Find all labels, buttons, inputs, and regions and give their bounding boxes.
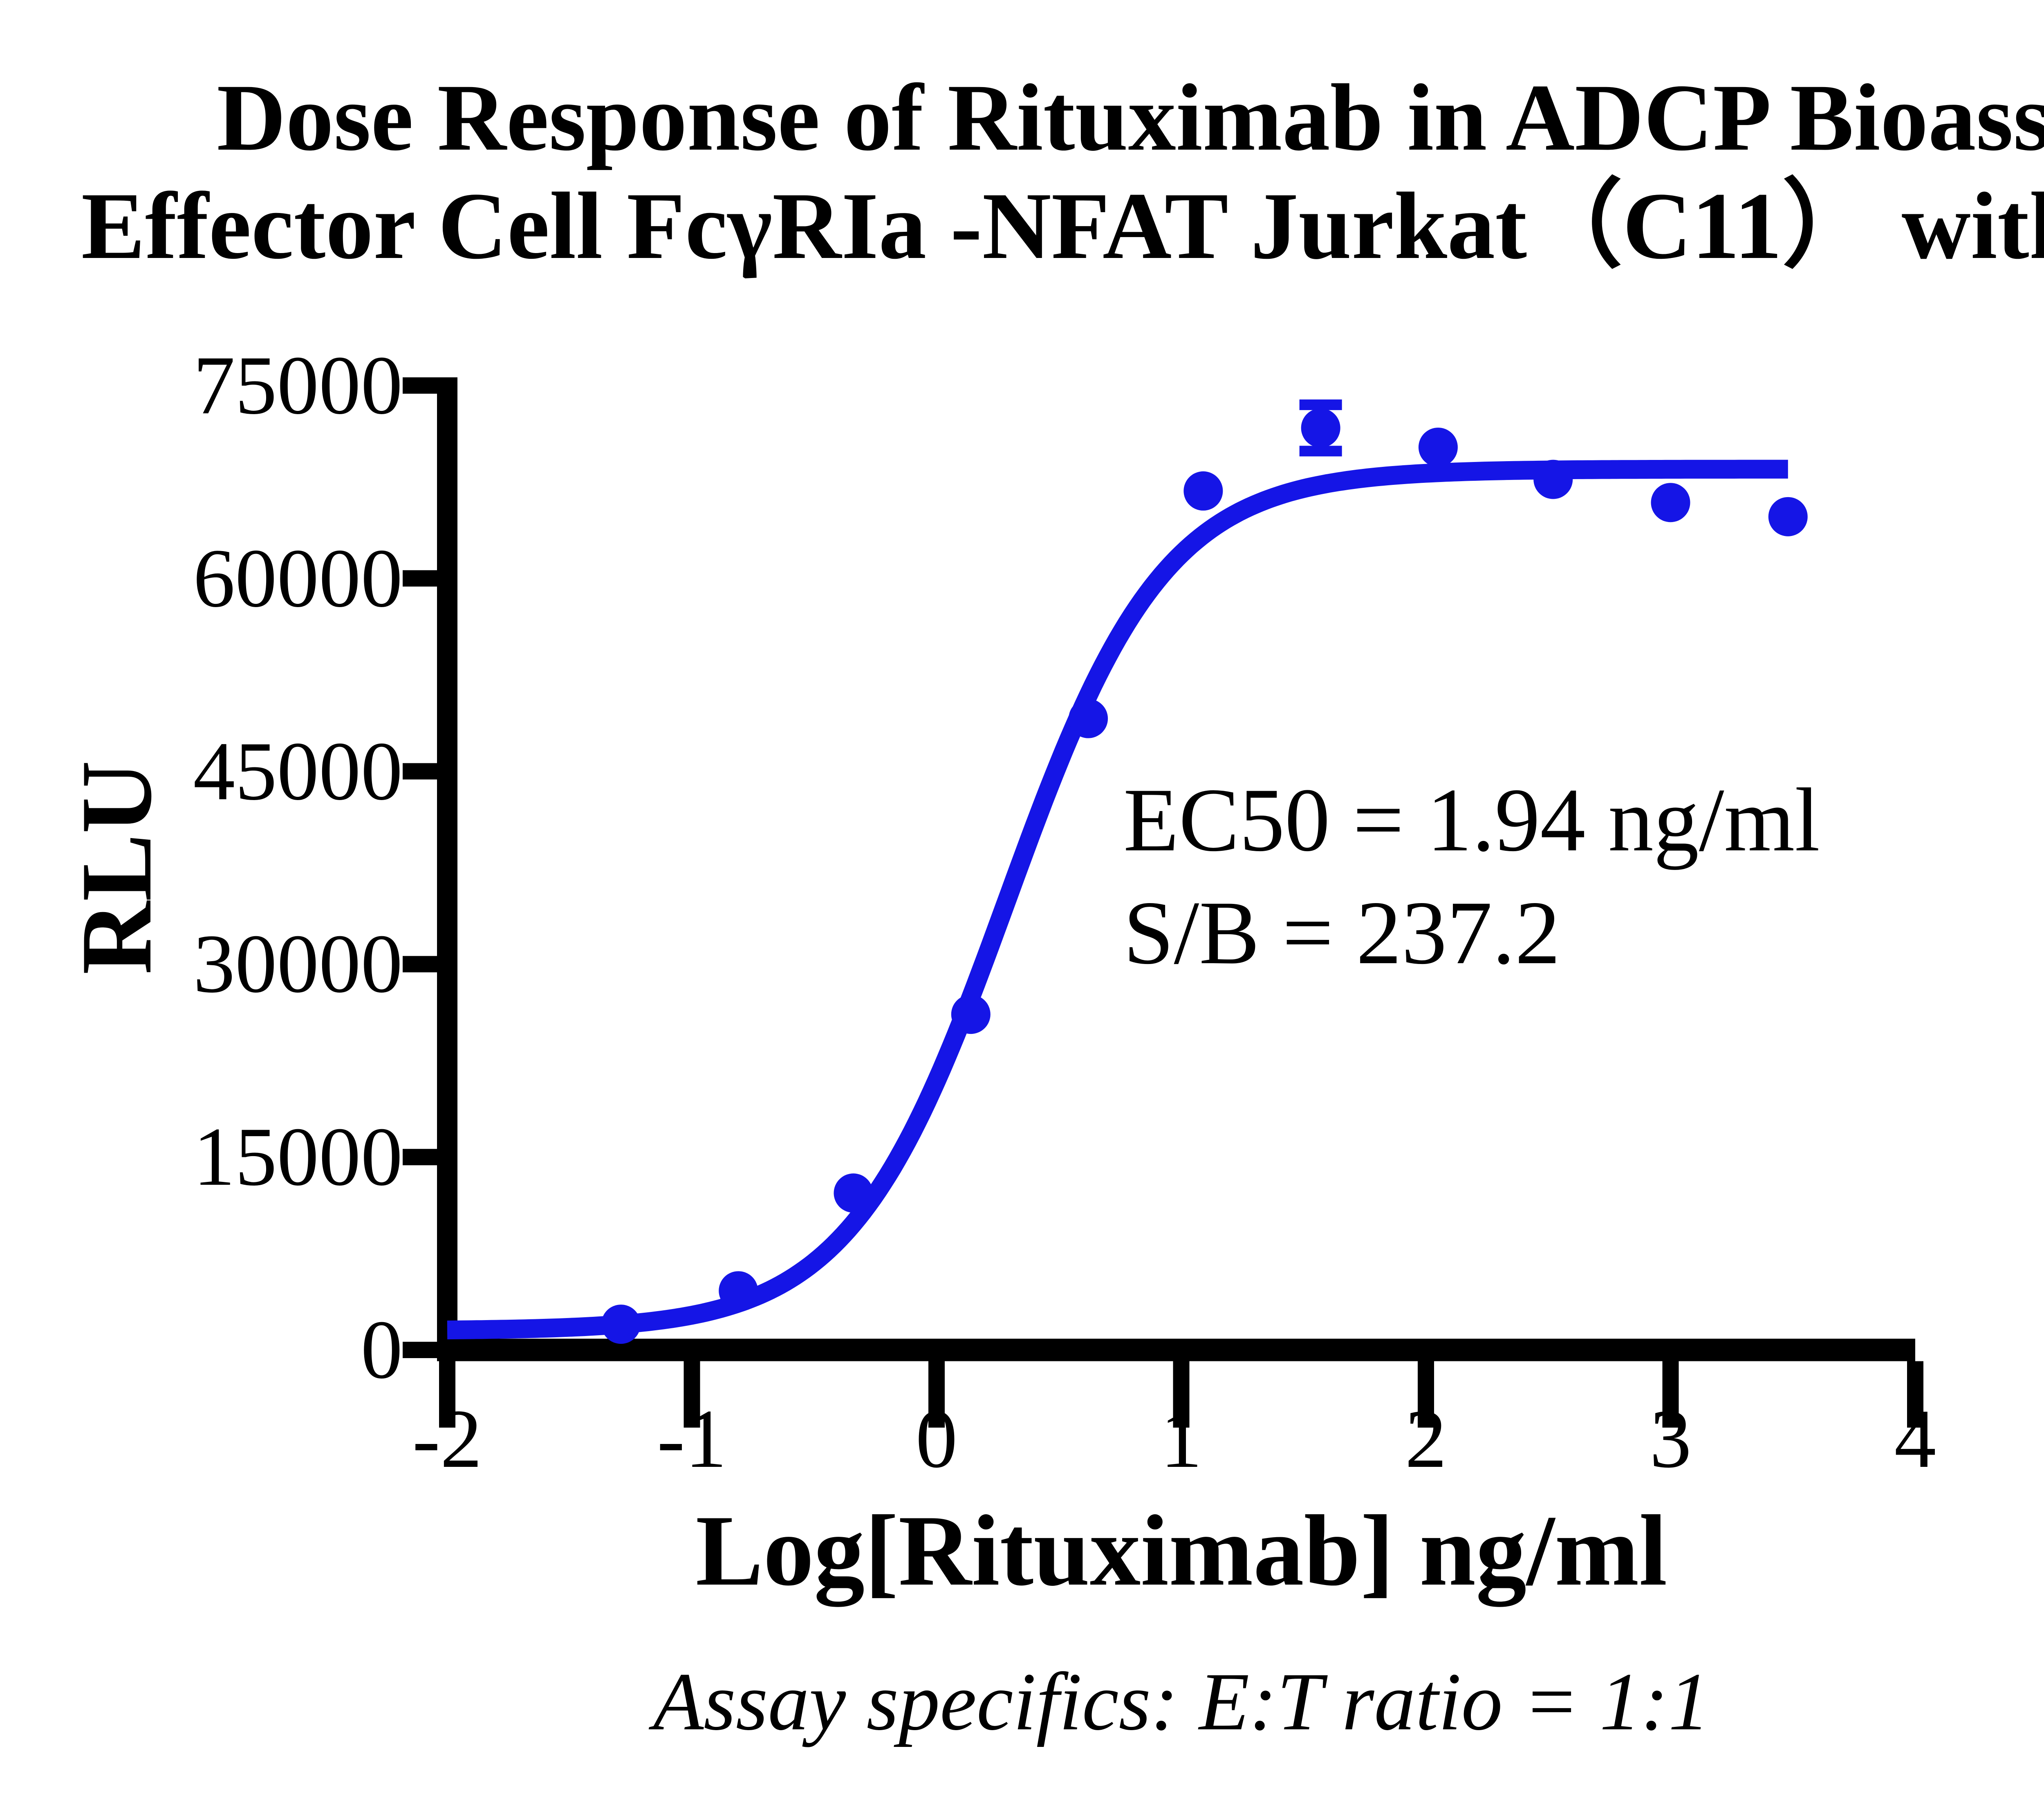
- chart-title-line1: Dose Response of Rituximab in ADCP Bioas…: [217, 64, 2044, 170]
- y-tick-label: 0: [361, 1303, 403, 1396]
- y-tick-label: 60000: [193, 531, 403, 625]
- y-tick-label: 75000: [193, 339, 403, 432]
- y-tick-label: 30000: [193, 917, 403, 1011]
- data-point-marker: [1183, 471, 1223, 511]
- x-tick-label: 4: [1894, 1392, 1936, 1485]
- signal-background-ratio: S/B = 237.2: [1123, 883, 1560, 983]
- x-tick-label: 2: [1405, 1392, 1447, 1485]
- x-tick-label: 1: [1160, 1392, 1202, 1485]
- x-tick-label: -2: [412, 1392, 482, 1485]
- data-point-marker: [1651, 483, 1690, 522]
- fit-annotation: EC50 = 1.94 ng/ml S/B = 237.2: [1123, 764, 1820, 989]
- data-point-marker: [1768, 497, 1808, 536]
- x-axis-title: Log[Rituximab] ng/ml: [695, 1494, 1667, 1607]
- ec50-value: EC50 = 1.94 ng/ml: [1123, 770, 1820, 870]
- x-tick-label: 3: [1650, 1392, 1692, 1485]
- data-point-marker: [834, 1173, 873, 1213]
- data-point-marker: [1533, 460, 1573, 499]
- data-point-marker: [1418, 427, 1458, 467]
- data-point-marker: [1069, 699, 1108, 738]
- data-point-marker: [1301, 408, 1340, 448]
- assay-specifics-note: Assay specifics: E:T ratio = 1:1: [653, 1656, 1710, 1747]
- x-tick-label: 0: [915, 1392, 958, 1485]
- y-tick-label: 15000: [193, 1110, 403, 1204]
- chart-title: Dose Response of Rituximab in ADCP Bioas…: [81, 63, 2044, 280]
- y-tick-label: 45000: [193, 724, 403, 818]
- data-point-marker: [951, 995, 991, 1034]
- chart-title-line2: Effector Cell FcγRIa -NFAT Jurkat（C11） w…: [81, 173, 2044, 279]
- data-point-marker: [719, 1271, 758, 1311]
- x-tick-label: -1: [657, 1392, 727, 1485]
- data-point-marker: [601, 1305, 641, 1344]
